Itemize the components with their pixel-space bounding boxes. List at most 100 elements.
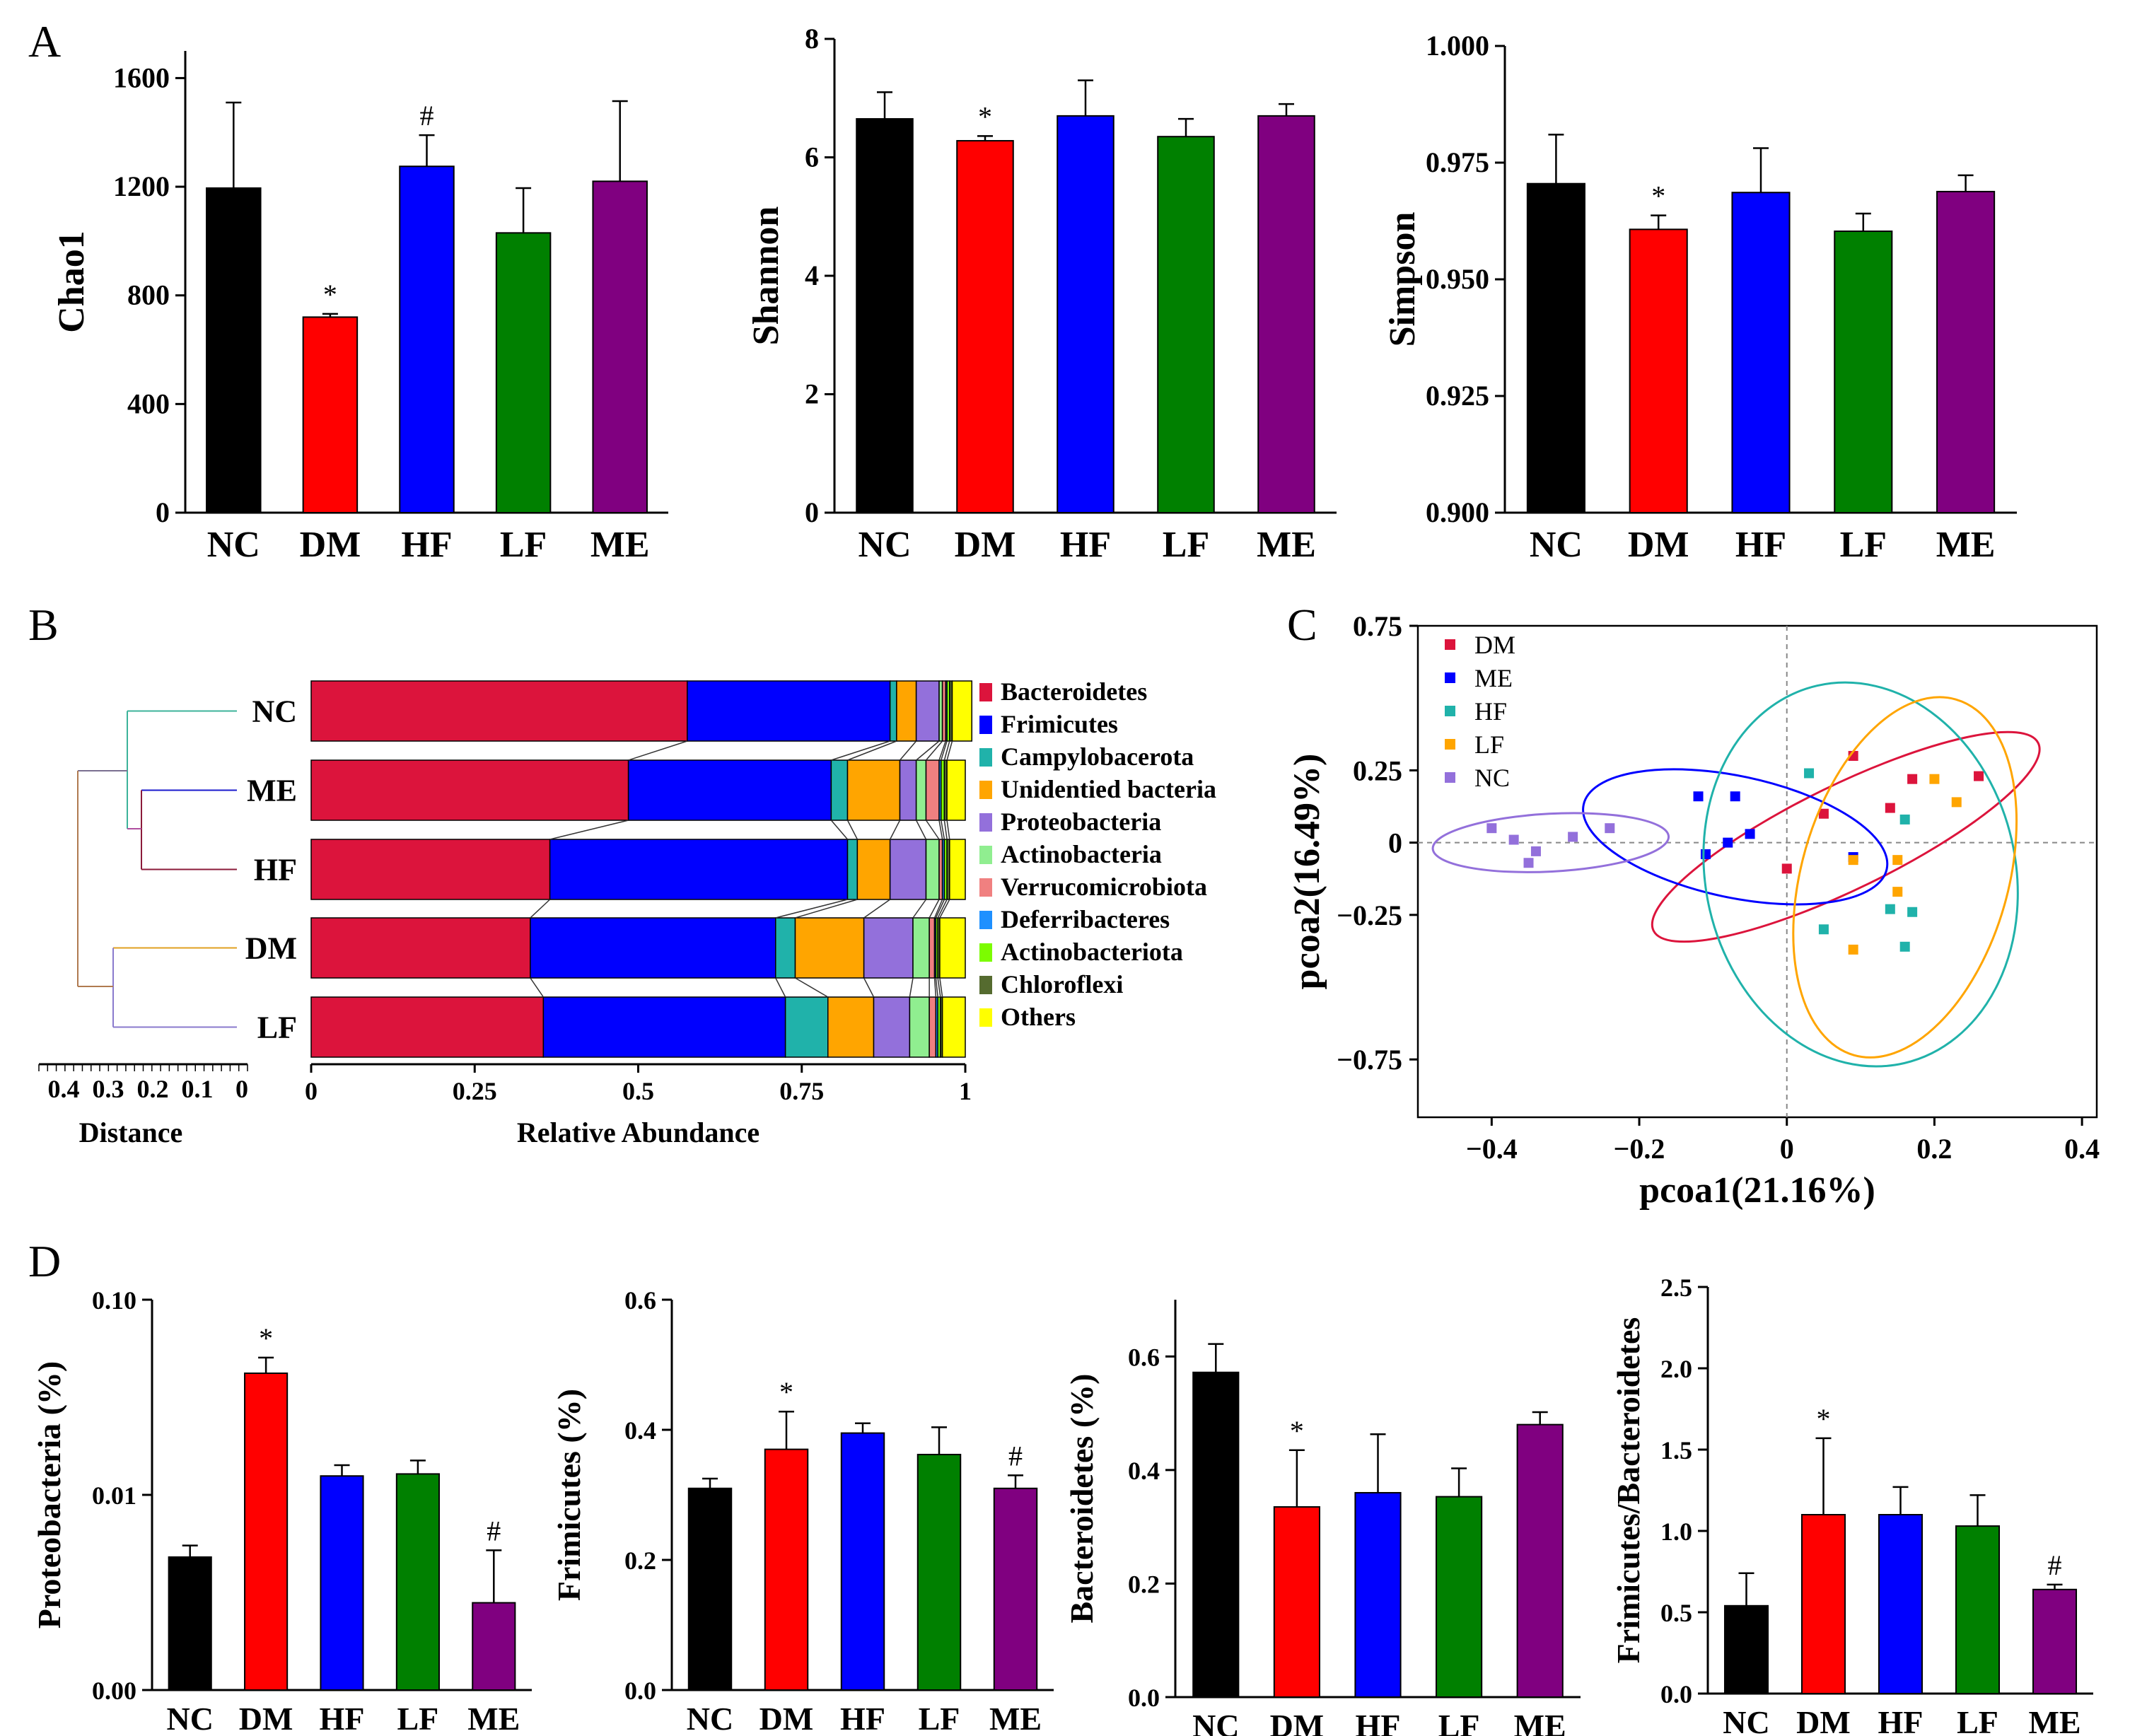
abundance-connector xyxy=(912,899,927,919)
shannon-bar-hf xyxy=(1057,115,1115,513)
abundance-segment-verrucomicrobiota xyxy=(929,917,936,979)
pcoa-legend-label: ME xyxy=(1474,664,1513,692)
pcoa-legend-label: NC xyxy=(1474,764,1510,792)
abundance-x-tick-label: 0.25 xyxy=(453,1077,497,1105)
simpson-y-tick-label: 0.950 xyxy=(1426,263,1489,295)
frimicutes-y-axis-label: Frimicutes (%) xyxy=(551,1389,587,1601)
abundance-connector xyxy=(795,977,829,998)
bacteroidetes-y-tick-label: 0.0 xyxy=(1128,1684,1160,1712)
simpson-y-tick-label: 0.900 xyxy=(1426,496,1489,528)
abundance-x-tick-label: 0.5 xyxy=(622,1077,654,1105)
proteobacteria-category-label: DM xyxy=(239,1701,293,1736)
ratio-bar-me xyxy=(2032,1588,2078,1695)
ratio-y-tick-label: 0.0 xyxy=(1660,1680,1692,1708)
pcoa-ellipse-lf xyxy=(1792,696,2018,1059)
pcoa-point-nc xyxy=(1568,832,1578,842)
shannon-category-label: DM xyxy=(955,525,1016,565)
legend-swatch xyxy=(979,846,992,864)
simpson-bar-nc xyxy=(1526,182,1585,513)
pcoa-point-nc xyxy=(1486,823,1497,834)
frimicutes-category-label: HF xyxy=(840,1701,885,1736)
abundance-x-axis-label: Relative Abundance xyxy=(517,1117,760,1148)
abundance-connector xyxy=(775,899,848,919)
ratio-bar-lf xyxy=(1955,1525,2001,1695)
bacteroidetes-significance-label: * xyxy=(1290,1415,1304,1447)
bacteroidetes-category-label: ME xyxy=(1514,1708,1566,1736)
panel-label-d: D xyxy=(28,1236,61,1286)
pcoa-point-nc xyxy=(1530,846,1541,856)
frimicutes-bar-me xyxy=(993,1487,1038,1691)
bacteroidetes-y-axis-label: Bacteroidetes (%) xyxy=(1064,1374,1100,1624)
bacteroidetes-bar-nc xyxy=(1192,1371,1240,1699)
ratio-y-tick-label: 2.5 xyxy=(1660,1274,1692,1302)
abundance-segment-bacteroidetes xyxy=(310,917,531,979)
pcoa-point-lf xyxy=(1951,797,1962,808)
pcoa-point-dm xyxy=(1818,808,1829,819)
chao1-significance-label: * xyxy=(323,279,337,310)
shannon-category-label: HF xyxy=(1060,525,1111,565)
pcoa-y-axis-label: pcoa2(16.49%) xyxy=(1287,754,1327,990)
abundance-connector xyxy=(937,899,948,919)
pcoa-point-hf xyxy=(1899,814,1910,825)
chao1-y-axis-label: Chao1 xyxy=(52,231,92,332)
abundance-connector xyxy=(549,820,629,840)
abundance-connector xyxy=(847,740,897,761)
shannon-category-label: ME xyxy=(1257,525,1316,565)
abundance-connector xyxy=(795,899,858,919)
simpson-y-tick-label: 0.925 xyxy=(1426,380,1489,412)
frimicutes-bar-lf xyxy=(916,1453,962,1691)
shannon-y-tick-label: 0 xyxy=(805,496,819,528)
panel-label-b: B xyxy=(28,600,59,650)
chao1-significance-label: # xyxy=(420,100,434,132)
abundance-connector xyxy=(941,820,945,840)
pcoa-y-tick-label: −0.25 xyxy=(1337,899,1402,931)
abundance-segment-proteobacteria xyxy=(889,839,927,900)
simpson-category-label: HF xyxy=(1735,525,1786,565)
ratio-y-axis-label: Frimicutes/Bacteroidetes xyxy=(1610,1317,1646,1664)
abundance-connector xyxy=(909,977,914,998)
proteobacteria-chart: 0.00 0.01 0.10 NC * DM HF LF # ME Proteobacteria (… xyxy=(31,1286,532,1736)
chao1-category-label: NC xyxy=(207,525,260,565)
abundance-segment-frimicutes xyxy=(627,759,832,821)
abundance-connector xyxy=(946,820,950,840)
abundance-segment-bacteroidetes xyxy=(310,996,545,1058)
ratio-bar-nc xyxy=(1723,1604,1769,1695)
abundance-segment-bacteroidetes xyxy=(310,839,551,900)
legend-swatch xyxy=(979,781,992,799)
abundance-segment-others xyxy=(939,917,966,979)
chao1-bar-hf xyxy=(399,165,455,513)
abundance-connector xyxy=(943,820,948,840)
abundance-segment-others xyxy=(951,680,972,742)
simpson-category-label: ME xyxy=(1936,525,1996,565)
distance-tick-label: 0.2 xyxy=(137,1075,169,1103)
abundance-connector xyxy=(831,740,890,761)
frimicutes-category-label: DM xyxy=(760,1701,814,1736)
ratio-y-tick-label: 1.5 xyxy=(1660,1436,1692,1464)
abundance-connector xyxy=(530,977,544,998)
chao1-y-tick-label: 1200 xyxy=(113,170,170,202)
bacteroidetes-y-tick-label: 0.2 xyxy=(1128,1570,1160,1598)
pcoa-y-tick-label: 0 xyxy=(1388,827,1402,859)
chao1-category-label: DM xyxy=(300,525,361,565)
pcoa-y-tick-label: 0.75 xyxy=(1353,610,1402,642)
pcoa-ellipse-nc xyxy=(1431,812,1670,873)
charts-layer: 0 400 800 1200 1600 NC * DM # HF LF ME Chao1 0 2 4 6 8 NC *… xyxy=(31,23,2100,1736)
simpson-category-label: LF xyxy=(1840,525,1887,565)
abundance-connector xyxy=(628,740,688,761)
pcoa-point-dm xyxy=(1781,863,1792,874)
proteobacteria-bar-hf xyxy=(320,1475,364,1691)
pcoa-x-tick-label: 0 xyxy=(1780,1133,1794,1165)
abundance-row-label: LF xyxy=(257,1010,297,1045)
pcoa-point-lf xyxy=(1892,855,1903,866)
frimicutes-y-tick-label: 0.2 xyxy=(624,1546,656,1575)
proteobacteria-category-label: ME xyxy=(467,1701,520,1736)
pcoa-point-hf xyxy=(1818,924,1829,935)
abundance-segment-campylobacerota xyxy=(775,917,796,979)
proteobacteria-bar-me xyxy=(472,1602,516,1691)
chao1-y-tick-label: 400 xyxy=(127,388,170,419)
pcoa-x-tick-label: −0.2 xyxy=(1614,1133,1665,1165)
frimicutes-bar-dm xyxy=(764,1448,809,1691)
pcoa-ellipse-dm xyxy=(1651,730,2041,943)
abundance-x-tick-label: 0 xyxy=(305,1077,318,1105)
legend-swatch xyxy=(979,911,992,929)
